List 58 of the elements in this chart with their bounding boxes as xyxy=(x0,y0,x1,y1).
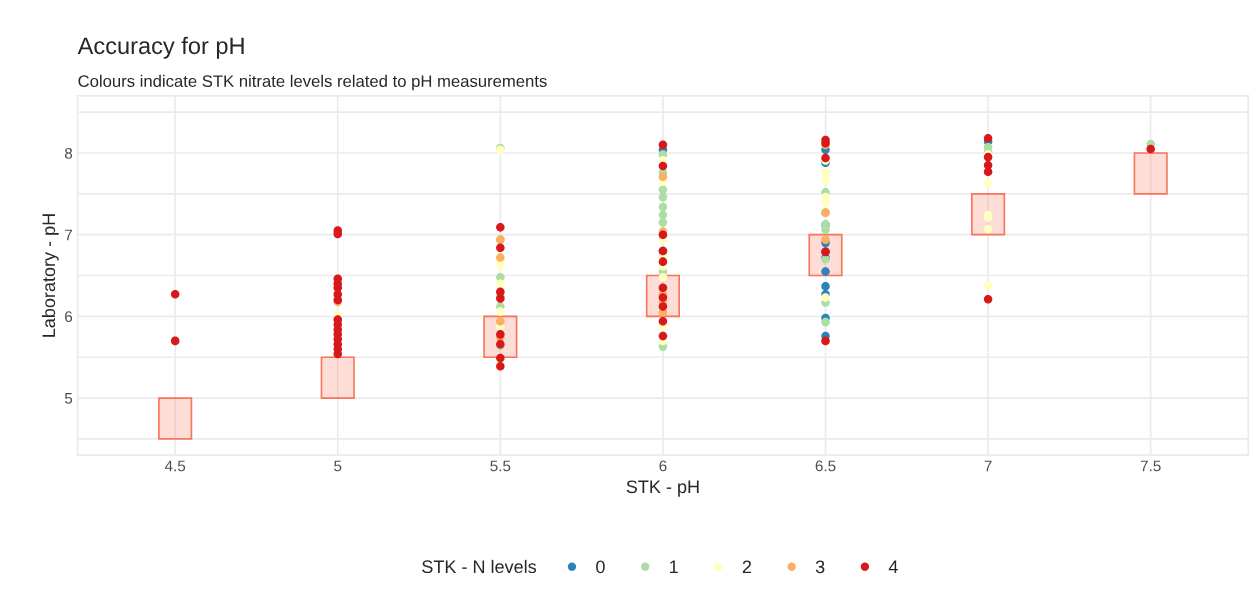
point xyxy=(658,172,668,181)
point xyxy=(496,223,505,232)
point xyxy=(496,317,505,326)
x-tick-label: 5 xyxy=(334,460,342,472)
point xyxy=(496,253,505,262)
legend-label: 4 xyxy=(888,560,898,574)
point xyxy=(821,336,830,346)
y-tick-label: 8 xyxy=(64,147,73,159)
point xyxy=(658,218,668,227)
x-tick-label: 6.5 xyxy=(815,460,836,472)
point xyxy=(170,290,180,299)
x-tick-label: 5.5 xyxy=(490,460,511,472)
point xyxy=(496,361,505,371)
x-axis-title: STK - pH xyxy=(626,480,699,497)
y-tick-label: 7 xyxy=(65,229,72,241)
point xyxy=(1146,144,1155,154)
point xyxy=(983,167,993,177)
legend-title: STK - N levels xyxy=(422,559,537,574)
point xyxy=(821,281,830,291)
point xyxy=(658,317,668,326)
point xyxy=(658,192,668,202)
point xyxy=(821,175,830,185)
point xyxy=(658,202,668,212)
chart-title: Accuracy for pH xyxy=(77,36,244,59)
y-tick-label: 6 xyxy=(65,311,73,323)
point xyxy=(821,235,830,244)
point xyxy=(658,257,668,266)
x-tick-label: 7.5 xyxy=(1140,460,1161,472)
point xyxy=(496,353,505,363)
point xyxy=(821,267,830,276)
bar xyxy=(1133,152,1168,195)
point xyxy=(658,331,668,341)
legend-label: 3 xyxy=(815,560,825,574)
point xyxy=(170,336,180,346)
point xyxy=(496,279,505,288)
chart-subtitle: Colours indicate STK nitrate levels related to pH measurements xyxy=(78,74,547,91)
bar xyxy=(158,397,193,440)
point xyxy=(821,317,830,327)
point xyxy=(496,307,505,316)
point xyxy=(983,281,993,290)
legend-label: 2 xyxy=(742,560,752,574)
bar xyxy=(971,193,1006,236)
point xyxy=(983,294,993,304)
legend-label: 0 xyxy=(596,560,605,574)
point xyxy=(658,302,668,311)
bar xyxy=(320,356,355,399)
point xyxy=(658,140,668,150)
point xyxy=(658,272,668,282)
point xyxy=(983,224,993,234)
x-tick-label: 4.5 xyxy=(164,460,186,472)
x-tick-label: 6 xyxy=(659,460,667,472)
point xyxy=(983,178,993,188)
y-axis-title: Laboratory - pH xyxy=(41,214,59,337)
y-tick-label: 5 xyxy=(64,393,73,404)
point xyxy=(821,167,830,177)
x-tick-label: 7 xyxy=(984,460,992,472)
legend-label: 1 xyxy=(670,560,678,574)
point xyxy=(658,161,668,171)
